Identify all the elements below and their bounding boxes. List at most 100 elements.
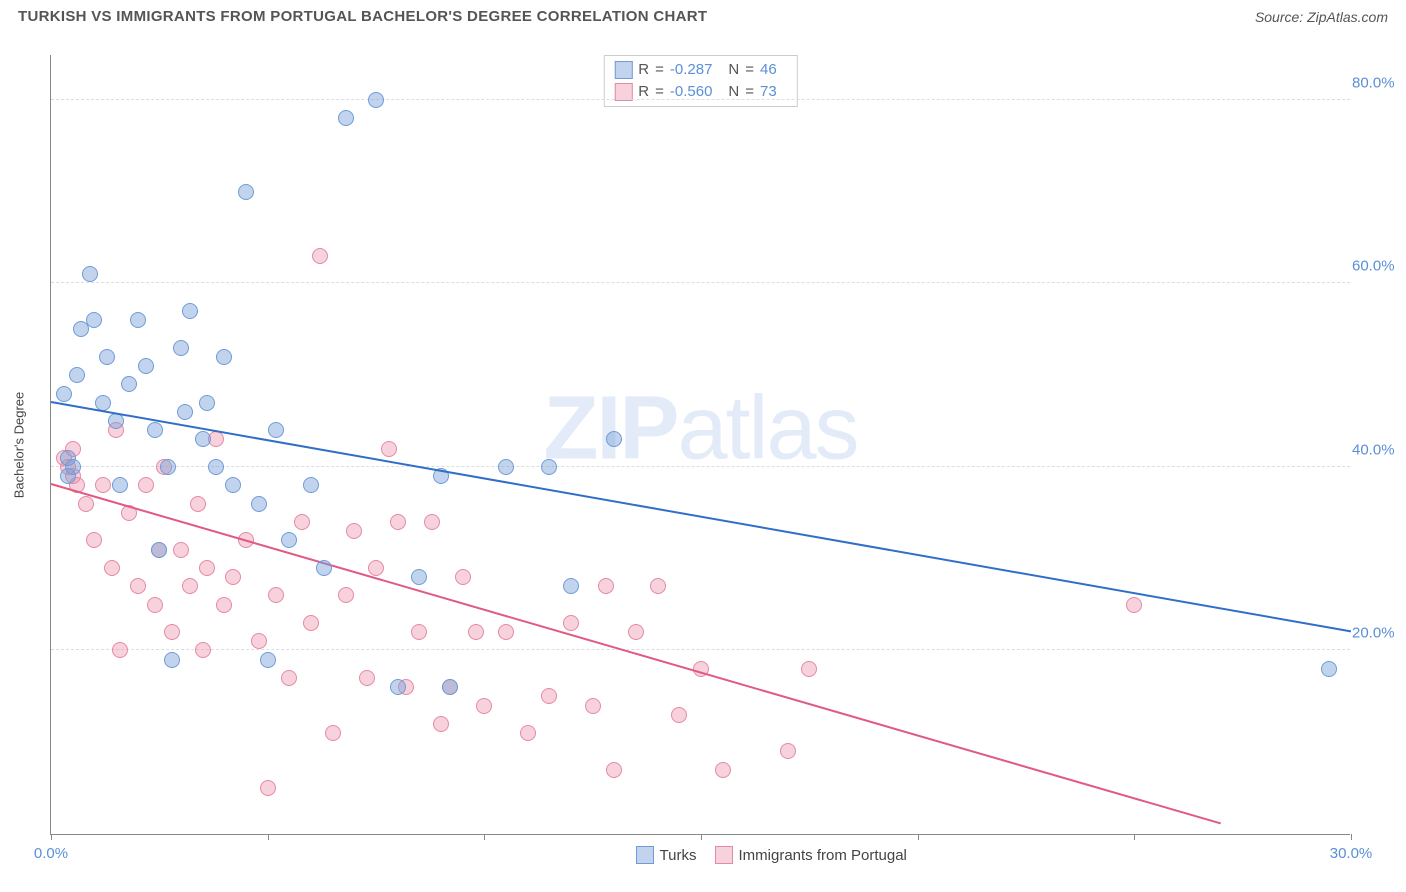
gridline [51,99,1350,100]
data-point-portugal [173,542,189,558]
data-point-turks [182,303,198,319]
watermark: ZIPatlas [543,377,857,480]
data-point-turks [56,386,72,402]
data-point-portugal [195,642,211,658]
n-value-turks: 46 [760,59,777,81]
gridline [51,649,1350,650]
x-tick [701,834,702,840]
data-point-turks [1321,661,1337,677]
trendline-turks [51,401,1351,632]
swatch-portugal-icon [715,846,733,864]
y-axis-label: Bachelor's Degree [12,391,27,498]
data-point-portugal [190,496,206,512]
data-point-turks [498,459,514,475]
data-point-portugal [182,578,198,594]
gridline [51,466,1350,467]
data-point-turks [541,459,557,475]
data-point-turks [238,184,254,200]
data-point-turks [138,358,154,374]
data-point-portugal [455,569,471,585]
data-point-portugal [585,698,601,714]
data-point-portugal [338,587,354,603]
data-point-portugal [303,615,319,631]
data-point-turks [160,459,176,475]
source-label: Source: ZipAtlas.com [1255,9,1388,25]
data-point-turks [69,367,85,383]
data-point-portugal [112,642,128,658]
data-point-portugal [368,560,384,576]
data-point-portugal [147,597,163,613]
data-point-portugal [86,532,102,548]
data-point-turks [82,266,98,282]
data-point-portugal [606,762,622,778]
data-point-turks [390,679,406,695]
data-point-turks [260,652,276,668]
data-point-portugal [268,587,284,603]
data-point-turks [177,404,193,420]
y-tick-label: 20.0% [1352,625,1400,642]
data-point-turks [86,312,102,328]
x-tick [51,834,52,840]
data-point-portugal [95,477,111,493]
legend-label-portugal: Immigrants from Portugal [739,847,907,864]
swatch-turks-icon [636,846,654,864]
data-point-portugal [294,514,310,530]
data-point-turks [606,431,622,447]
data-point-portugal [498,624,514,640]
data-point-portugal [281,670,297,686]
data-point-portugal [520,725,536,741]
data-point-portugal [260,780,276,796]
data-point-portugal [671,707,687,723]
chart-title: TURKISH VS IMMIGRANTS FROM PORTUGAL BACH… [18,8,707,25]
data-point-portugal [138,477,154,493]
data-point-portugal [424,514,440,530]
data-point-portugal [78,496,94,512]
r-value-turks: -0.287 [670,59,713,81]
data-point-turks [65,459,81,475]
data-point-turks [251,496,267,512]
x-tick [484,834,485,840]
data-point-turks [303,477,319,493]
trendline-portugal [51,483,1222,824]
data-point-turks [199,395,215,411]
y-tick-label: 80.0% [1352,74,1400,91]
x-tick [268,834,269,840]
data-point-portugal [801,661,817,677]
legend-item-turks: Turks [636,846,697,864]
data-point-turks [164,652,180,668]
data-point-portugal [164,624,180,640]
data-point-portugal [225,569,241,585]
data-point-turks [130,312,146,328]
gridline [51,282,1350,283]
data-point-turks [316,560,332,576]
series-legend: Turks Immigrants from Portugal [636,846,907,864]
data-point-portugal [650,578,666,594]
x-tick [918,834,919,840]
data-point-portugal [130,578,146,594]
data-point-portugal [216,597,232,613]
data-point-portugal [411,624,427,640]
data-point-turks [195,431,211,447]
data-point-portugal [563,615,579,631]
data-point-turks [147,422,163,438]
scatter-plot: ZIPatlas Bachelor's Degree R = -0.287 N … [50,55,1350,835]
data-point-turks [208,459,224,475]
data-point-turks [368,92,384,108]
data-point-portugal [628,624,644,640]
data-point-portugal [359,670,375,686]
data-point-portugal [1126,597,1142,613]
data-point-portugal [199,560,215,576]
data-point-turks [338,110,354,126]
data-point-turks [442,679,458,695]
data-point-portugal [476,698,492,714]
data-point-portugal [780,743,796,759]
data-point-portugal [104,560,120,576]
data-point-turks [216,349,232,365]
data-point-portugal [346,523,362,539]
x-tick-label: 0.0% [34,845,68,862]
x-tick [1134,834,1135,840]
data-point-portugal [312,248,328,264]
swatch-turks [614,61,632,79]
y-tick-label: 40.0% [1352,441,1400,458]
data-point-turks [173,340,189,356]
